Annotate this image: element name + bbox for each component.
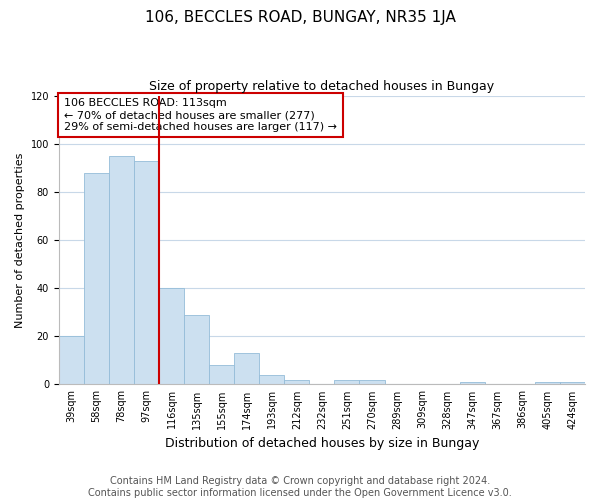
Bar: [460, 382, 485, 384]
Bar: [234, 353, 259, 384]
Bar: [259, 375, 284, 384]
Text: Contains HM Land Registry data © Crown copyright and database right 2024.
Contai: Contains HM Land Registry data © Crown c…: [88, 476, 512, 498]
Bar: [184, 314, 209, 384]
Bar: [284, 380, 310, 384]
Bar: [209, 365, 234, 384]
Title: Size of property relative to detached houses in Bungay: Size of property relative to detached ho…: [149, 80, 494, 93]
Bar: [109, 156, 134, 384]
Bar: [159, 288, 184, 384]
Bar: [84, 172, 109, 384]
Y-axis label: Number of detached properties: Number of detached properties: [15, 152, 25, 328]
Bar: [560, 382, 585, 384]
Bar: [535, 382, 560, 384]
Bar: [359, 380, 385, 384]
Bar: [334, 380, 359, 384]
Text: 106 BECCLES ROAD: 113sqm
← 70% of detached houses are smaller (277)
29% of semi-: 106 BECCLES ROAD: 113sqm ← 70% of detach…: [64, 98, 337, 132]
Text: 106, BECCLES ROAD, BUNGAY, NR35 1JA: 106, BECCLES ROAD, BUNGAY, NR35 1JA: [145, 10, 455, 25]
Bar: [59, 336, 84, 384]
Bar: [134, 160, 159, 384]
X-axis label: Distribution of detached houses by size in Bungay: Distribution of detached houses by size …: [165, 437, 479, 450]
